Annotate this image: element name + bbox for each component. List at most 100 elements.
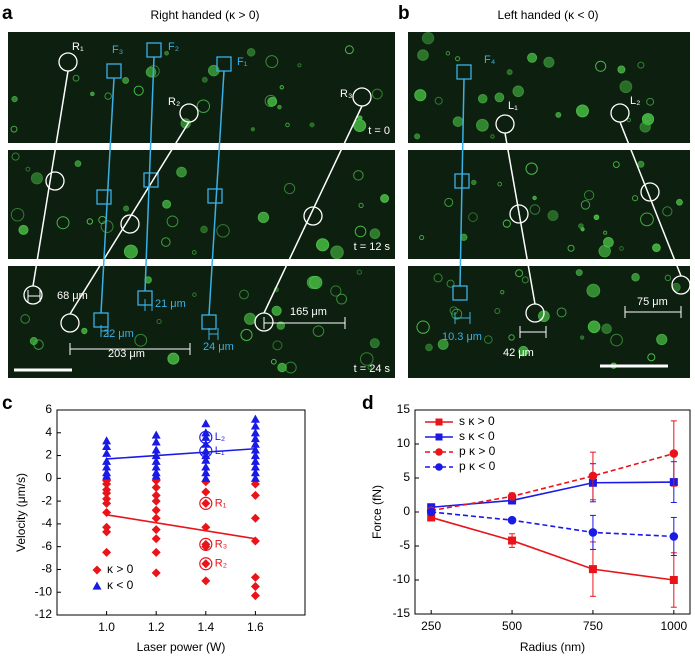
- y-tick-label: -10: [393, 572, 411, 586]
- marker: [151, 445, 161, 454]
- plot-frame: [414, 409, 691, 615]
- marker: [102, 462, 112, 471]
- particle: [632, 195, 639, 202]
- particle: [271, 305, 282, 316]
- particle: [359, 352, 374, 366]
- legend-marker: [435, 463, 443, 471]
- particle: [593, 214, 600, 221]
- particle: [285, 122, 290, 128]
- y-tick-label: -6: [41, 539, 52, 553]
- annotation: 21 μm: [155, 298, 186, 310]
- annotation: t = 0: [368, 125, 390, 137]
- marker: [102, 494, 112, 504]
- particle: [419, 234, 425, 241]
- point-label: R₂: [215, 558, 227, 570]
- y-axis-label: Force (fN): [370, 485, 384, 539]
- marker: [102, 488, 112, 498]
- particle: [477, 94, 488, 104]
- particle: [676, 198, 683, 206]
- particle: [18, 224, 29, 235]
- particle: [446, 279, 455, 288]
- y-tick-label: 15: [397, 402, 411, 416]
- marker: [250, 414, 260, 423]
- particle: [330, 285, 342, 297]
- particle: [631, 273, 640, 282]
- particle: [369, 228, 381, 240]
- trajectory: [504, 132, 536, 305]
- particle: [86, 218, 94, 225]
- particle: [494, 92, 505, 103]
- marker: [151, 513, 161, 523]
- legend-marker: [92, 581, 102, 590]
- marker: [250, 433, 260, 443]
- annotation: 68 μm: [57, 290, 88, 302]
- particle: [380, 194, 390, 203]
- marker: [250, 439, 260, 448]
- particle: [309, 275, 323, 290]
- marker: [201, 498, 211, 508]
- marker: [201, 462, 211, 471]
- particle: [104, 92, 112, 100]
- annotation: 165 μm: [290, 306, 327, 318]
- marker: [151, 525, 161, 535]
- legend-label: s κ > 0: [459, 414, 495, 428]
- particle: [10, 125, 18, 133]
- annotation: F₁: [237, 56, 248, 68]
- trajectory: [459, 78, 465, 287]
- x-tick-label: 1.4: [197, 620, 214, 634]
- particle: [576, 104, 589, 118]
- marker: [669, 449, 679, 458]
- panel-label: d: [362, 393, 374, 414]
- particle: [277, 362, 287, 373]
- particle: [445, 51, 451, 56]
- annotation: L₂: [630, 95, 640, 107]
- particle: [196, 99, 211, 113]
- particle: [468, 212, 478, 222]
- particle: [246, 47, 256, 57]
- marker: [151, 505, 161, 515]
- x-tick-label: 750: [583, 619, 603, 633]
- particle: [270, 358, 277, 365]
- particle: [610, 333, 623, 347]
- point-label: L₂: [215, 431, 225, 443]
- panel-label: a: [2, 3, 13, 24]
- marker: [201, 432, 211, 441]
- particle: [619, 246, 624, 251]
- x-tick-label: 250: [421, 619, 441, 633]
- particle: [277, 104, 282, 110]
- annotation: 203 μm: [108, 348, 145, 360]
- particle: [216, 224, 230, 238]
- series-line: [431, 452, 675, 512]
- particle: [449, 306, 459, 315]
- particle: [525, 162, 538, 175]
- highlight-ring: [199, 557, 213, 571]
- particle: [444, 197, 454, 207]
- particle: [506, 69, 513, 76]
- particle: [521, 276, 529, 284]
- particle: [417, 49, 429, 61]
- particle: [72, 74, 80, 82]
- annotation: R₁: [72, 41, 84, 53]
- point-label: R₁: [215, 497, 227, 509]
- particle: [353, 119, 367, 133]
- marker: [250, 473, 260, 482]
- annotation: F₃: [112, 44, 123, 56]
- particle: [547, 210, 559, 222]
- particle: [640, 212, 654, 227]
- particle: [316, 238, 330, 252]
- particle: [529, 204, 541, 215]
- marker: [250, 451, 260, 460]
- annotation: 22 μm: [103, 328, 134, 340]
- trajectory: [69, 121, 190, 315]
- marker: [201, 473, 211, 482]
- particle: [162, 199, 172, 209]
- y-tick-label: 2: [45, 448, 52, 462]
- marker: [151, 496, 161, 506]
- y-tick-label: 6: [45, 402, 52, 416]
- particle: [33, 339, 44, 350]
- particle: [358, 202, 364, 208]
- y-tick-label: 0: [45, 471, 52, 485]
- particle: [200, 225, 208, 234]
- particle: [575, 269, 583, 277]
